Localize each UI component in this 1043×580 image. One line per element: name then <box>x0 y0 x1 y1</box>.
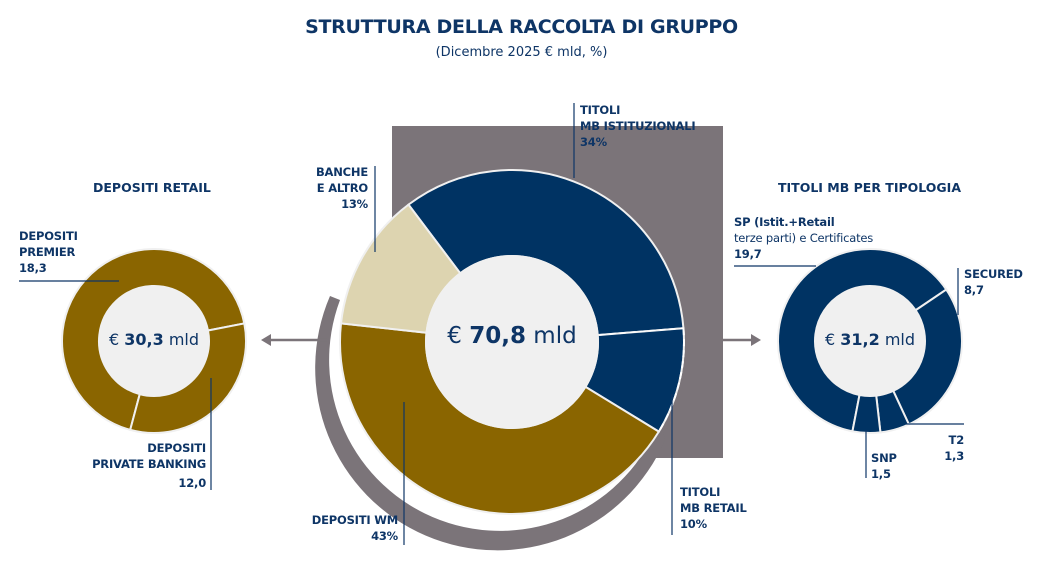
label-banche-altro: BANCHE E ALTRO 13% <box>315 165 368 211</box>
right-total: € 31,2 mld <box>824 330 916 349</box>
left-total: € 30,3 mld <box>108 330 200 349</box>
label-snp: SNP 1,5 <box>871 451 897 481</box>
label-secured: SECURED 8,7 <box>964 267 1023 297</box>
main-donut-hole <box>425 255 599 429</box>
arrow-right-icon <box>723 334 761 346</box>
main-total: € 70,8 mld <box>447 323 577 349</box>
label-depositi-wm: DEPOSITI WM 43% <box>311 513 398 543</box>
label-t2: T2 1,3 <box>944 433 964 463</box>
label-depositi-premier: DEPOSITI PREMIER 18,3 <box>19 229 78 275</box>
left-donut-hole <box>99 286 209 396</box>
right-donut <box>777 248 963 434</box>
leader-lines <box>19 103 964 545</box>
label-depositi-private: DEPOSITI PRIVATE BANKING 12,0 <box>92 441 206 490</box>
label-sp-certificates: SP (Istit.+Retail terze parti) e Certifi… <box>734 215 874 261</box>
chart-subtitle: (Dicembre 2025 € mld, %) <box>435 45 608 60</box>
chart-title: STRUTTURA DELLA RACCOLTA DI GRUPPO <box>305 16 738 38</box>
label-titoli-retail: TITOLI MB RETAIL 10% <box>680 485 747 531</box>
main-donut <box>339 169 685 515</box>
right-donut-hole <box>815 286 925 396</box>
label-titoli-istituzionali: TITOLI MB ISTITUZIONALI 34% <box>580 103 696 149</box>
right-section-title: TITOLI MB PER TIPOLOGIA <box>778 180 961 195</box>
left-section-title: DEPOSITI RETAIL <box>93 180 211 195</box>
arrow-left-icon <box>261 334 327 346</box>
retail-divider <box>599 327 684 336</box>
